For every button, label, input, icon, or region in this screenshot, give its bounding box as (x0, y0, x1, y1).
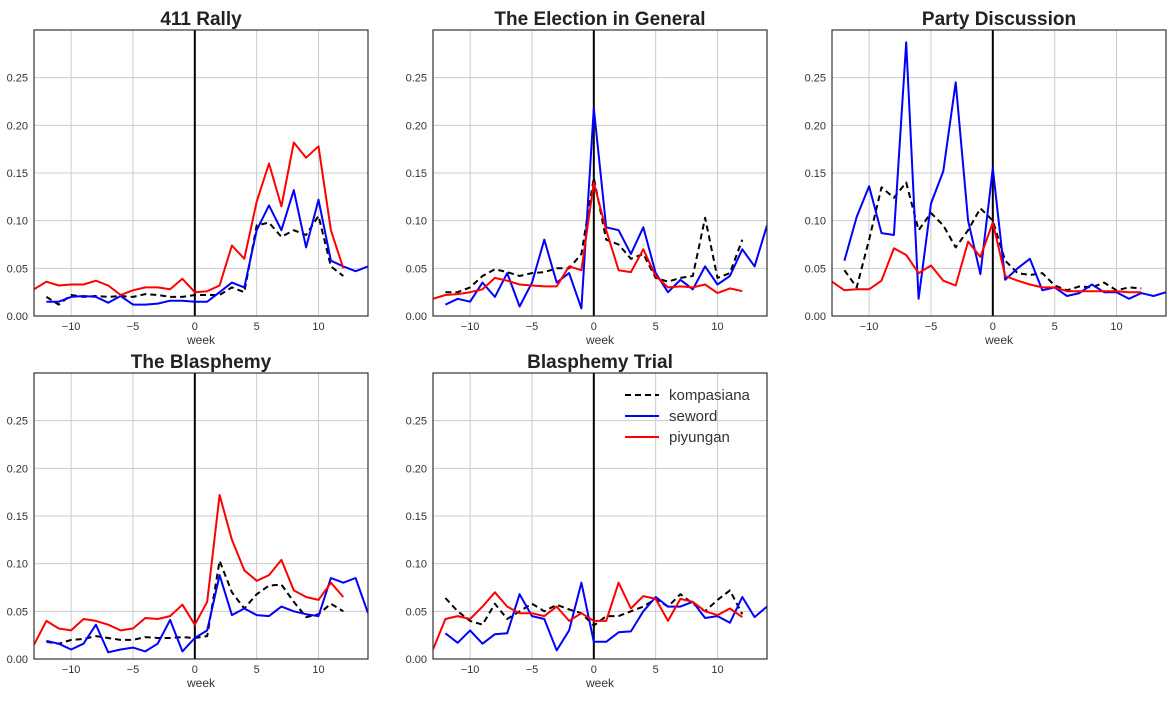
series-line-piyungan (34, 141, 345, 296)
x-tick-label: 0 (192, 321, 198, 333)
y-tick-label: 0.05 (406, 263, 427, 275)
panel-title: Party Discussion (922, 9, 1076, 30)
y-tick-label: 0.00 (406, 311, 427, 323)
panel-3: −10 −5 0 5 10 0.00 0.05 0.10 0.15 0.20 0.25 week Par… (805, 9, 1167, 347)
y-tick-label: 0.10 (805, 216, 826, 228)
y-tick-label: 0.10 (406, 559, 427, 571)
series-line-piyungan (34, 494, 345, 646)
y-tick-label: 0.15 (406, 511, 427, 523)
panel-title: Blasphemy Trial (527, 352, 673, 373)
x-axis-label: week (186, 333, 216, 347)
y-tick-label: 0.25 (7, 416, 28, 428)
series-line-kompasiana (843, 181, 1142, 292)
plot-frame (432, 372, 768, 660)
y-tick-label: 0.25 (406, 73, 427, 85)
x-tick-label: 5 (653, 321, 659, 333)
x-tick-label: 5 (1052, 321, 1058, 333)
x-tick-label: 5 (254, 664, 260, 676)
y-tick-label: 0.00 (7, 654, 28, 666)
y-tick-label: 0.25 (406, 416, 427, 428)
legend-label-kompasiana: kompasiana (669, 387, 751, 404)
panel-title: The Blasphemy (131, 352, 272, 373)
x-tick-label: 0 (591, 321, 597, 333)
plot-frame (432, 29, 768, 317)
legend-label-seword: seword (669, 408, 717, 425)
series-line-kompasiana (444, 589, 744, 627)
y-tick-label: 0.20 (7, 120, 28, 132)
x-tick-label: −10 (62, 321, 81, 333)
y-tick-label: 0.20 (406, 463, 427, 475)
x-tick-label: −10 (62, 664, 81, 676)
x-tick-label: −5 (925, 321, 938, 333)
x-tick-label: 10 (312, 664, 324, 676)
panel-1: −10 −5 0 5 10 0.00 0.05 0.10 0.15 0.20 0.25 week 411… (7, 9, 369, 347)
series-line-piyungan (433, 581, 743, 650)
x-tick-label: 5 (653, 664, 659, 676)
x-tick-label: 0 (192, 664, 198, 676)
y-tick-label: 0.00 (406, 654, 427, 666)
x-tick-label: −10 (461, 664, 480, 676)
y-tick-label: 0.00 (805, 311, 826, 323)
y-tick-label: 0.25 (7, 73, 28, 85)
y-tick-label: 0.20 (406, 120, 427, 132)
x-tick-label: −5 (127, 321, 140, 333)
series-line-seword (46, 574, 368, 654)
x-tick-label: −10 (860, 321, 879, 333)
series-line-seword (46, 189, 368, 306)
y-tick-label: 0.05 (406, 606, 427, 618)
y-tick-label: 0.05 (7, 606, 28, 618)
plot-frame (831, 29, 1167, 317)
x-tick-label: 10 (711, 664, 723, 676)
series-line-piyungan (433, 181, 743, 300)
y-tick-label: 0.20 (805, 120, 826, 132)
legend-label-piyungan: piyungan (669, 429, 730, 446)
y-tick-label: 0.15 (7, 511, 28, 523)
series-line-piyungan (832, 221, 1142, 294)
y-tick-label: 0.15 (406, 168, 427, 180)
panel-2: −10 −5 0 5 10 0.00 0.05 0.10 0.15 0.20 0.25 week The… (406, 9, 768, 347)
y-tick-label: 0.10 (406, 216, 427, 228)
x-tick-label: 10 (1110, 321, 1122, 333)
series-line-kompasiana (445, 176, 744, 294)
panel-4: −10 −5 0 5 10 0.00 0.05 0.10 0.15 0.20 0.25 week The… (7, 352, 369, 690)
y-tick-label: 0.10 (7, 216, 28, 228)
y-tick-label: 0.25 (805, 73, 826, 85)
y-tick-label: 0.00 (7, 311, 28, 323)
panel-title: The Election in General (494, 9, 705, 30)
plot-frame (33, 372, 369, 660)
x-tick-label: 0 (990, 321, 996, 333)
x-axis-label: week (585, 333, 615, 347)
x-axis-label: week (984, 333, 1014, 347)
y-tick-label: 0.05 (805, 263, 826, 275)
x-axis-label: week (585, 676, 615, 690)
x-axis-label: week (186, 676, 216, 690)
x-tick-label: −5 (127, 664, 140, 676)
x-tick-label: 5 (254, 321, 260, 333)
x-tick-label: 0 (591, 664, 597, 676)
plot-frame (33, 29, 369, 317)
y-tick-label: 0.15 (805, 168, 826, 180)
x-tick-label: −5 (526, 321, 539, 333)
panel-title: 411 Rally (160, 9, 242, 30)
y-tick-label: 0.20 (7, 463, 28, 475)
y-tick-label: 0.15 (7, 168, 28, 180)
y-tick-label: 0.05 (7, 263, 28, 275)
y-tick-label: 0.10 (7, 559, 28, 571)
x-tick-label: −10 (461, 321, 480, 333)
x-tick-label: 10 (711, 321, 723, 333)
panel-5: −10 −5 0 5 10 0.00 0.05 0.10 0.15 0.20 0.25 week Bla… (406, 352, 768, 690)
x-tick-label: −5 (526, 664, 539, 676)
series-line-seword (444, 581, 767, 652)
legend: kompasiana seword piyungan (625, 387, 751, 446)
x-tick-label: 10 (312, 321, 324, 333)
